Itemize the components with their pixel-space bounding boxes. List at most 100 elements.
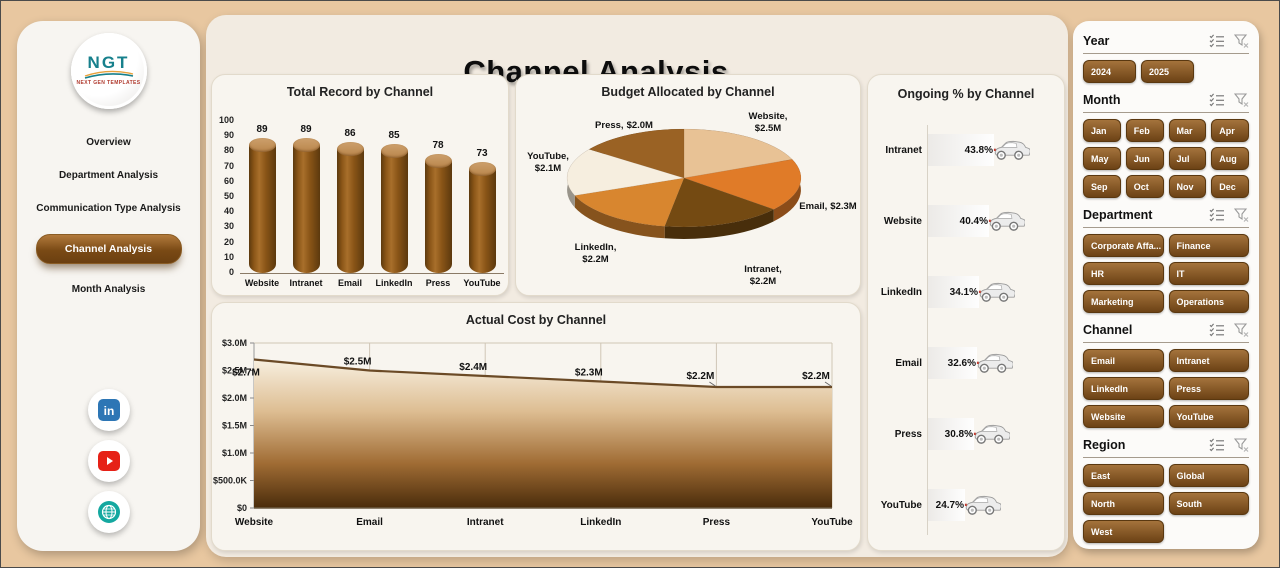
clear-filter-icon[interactable] xyxy=(1234,93,1249,107)
sidebar-item-month-analysis[interactable]: Month Analysis xyxy=(71,284,146,295)
slicer-region-option-east[interactable]: East xyxy=(1083,464,1164,487)
chart-title: Total Record by Channel xyxy=(286,85,434,99)
bar-category-label: Press xyxy=(425,278,451,288)
bar-cylinder xyxy=(292,137,320,273)
y-axis-tick: 10 xyxy=(223,251,234,262)
slicer-divider xyxy=(1083,112,1249,113)
area-y-tick: $2.0M xyxy=(222,393,247,403)
slicer-divider xyxy=(1083,53,1249,54)
ongoing-row-website: Website 40.4% xyxy=(870,204,1025,238)
car-icon xyxy=(973,424,1010,444)
area-category-label: Intranet xyxy=(467,517,504,528)
slicer-month-option-mar[interactable]: Mar xyxy=(1168,119,1207,142)
channel-label: Intranet xyxy=(885,144,922,156)
select-multiple-icon[interactable] xyxy=(1209,323,1225,337)
slicer-options: Corporate Affa... Finance HR IT Marketing Ope… xyxy=(1083,234,1249,313)
slicer-year-option-2024[interactable]: 2024 xyxy=(1083,60,1136,83)
website-button[interactable] xyxy=(87,491,130,533)
sidebar-item-communication-type-analysis[interactable]: Communication Type Analysis xyxy=(36,203,181,214)
chart-title: Budget Allocated by Channel xyxy=(601,85,775,99)
slicer-department-option-corporate-affa[interactable]: Corporate Affa... xyxy=(1083,234,1164,257)
slicer-department-option-operations[interactable]: Operations xyxy=(1168,290,1249,313)
svg-text:in: in xyxy=(103,404,114,418)
bar-category-label: LinkedIn xyxy=(375,278,413,288)
sidebar-item-overview[interactable]: Overview xyxy=(86,137,131,148)
area-value-label: $2.5M xyxy=(344,357,372,368)
slicer-department-option-hr[interactable]: HR xyxy=(1083,262,1164,285)
ongoing-value: 40.4% xyxy=(959,215,988,227)
car-icon xyxy=(964,495,1001,515)
y-axis-tick: 90 xyxy=(223,130,234,141)
slicer-title: Region xyxy=(1083,438,1126,452)
area-fill xyxy=(254,359,832,508)
slicer-month-option-feb[interactable]: Feb xyxy=(1125,119,1164,142)
area-category-label: Press xyxy=(703,517,731,528)
linkedin-button[interactable]: in xyxy=(87,389,130,431)
slicer-header: Department xyxy=(1083,204,1249,226)
slicer-region-option-north[interactable]: North xyxy=(1083,492,1164,515)
slicer-channel-option-website[interactable]: Website xyxy=(1083,405,1164,428)
y-axis-tick: 40 xyxy=(223,206,234,217)
bar-cylinder xyxy=(468,162,496,273)
ongoing-bar: 34.1% xyxy=(928,276,979,308)
slicer-channel-option-intranet[interactable]: Intranet xyxy=(1168,349,1249,372)
pie-label-youtube: YouTube, $2.1M xyxy=(516,151,580,175)
area-category-label: Website xyxy=(235,517,274,528)
slicer-channel-option-email[interactable]: Email xyxy=(1083,349,1164,372)
slicer-department-option-marketing[interactable]: Marketing xyxy=(1083,290,1164,313)
y-axis-tick: 70 xyxy=(223,160,234,171)
slicer-channel-option-press[interactable]: Press xyxy=(1168,377,1249,400)
slicer-region-option-south[interactable]: South xyxy=(1168,492,1249,515)
bar-youtube: 73 xyxy=(460,148,504,273)
slicer-month-option-oct[interactable]: Oct xyxy=(1125,175,1164,198)
pie-slice-email xyxy=(683,159,802,210)
slicer-month-option-sep[interactable]: Sep xyxy=(1083,175,1121,198)
slicer-channel-option-linkedin[interactable]: LinkedIn xyxy=(1083,377,1164,400)
slicer-department-option-it[interactable]: IT xyxy=(1168,262,1249,285)
clear-filter-icon[interactable] xyxy=(1234,438,1249,452)
y-axis-tick: 30 xyxy=(223,221,234,232)
slicer-year-option-2025[interactable]: 2025 xyxy=(1141,60,1194,83)
slicer-month-option-apr[interactable]: Apr xyxy=(1211,119,1249,142)
slicer-region-option-global[interactable]: Global xyxy=(1168,464,1249,487)
slicer-month-option-jun[interactable]: Jun xyxy=(1125,147,1164,170)
select-multiple-icon[interactable] xyxy=(1209,208,1225,222)
bar-linkedin: 85 xyxy=(372,130,416,273)
channel-label: Website xyxy=(883,215,922,227)
slicer-month-option-may[interactable]: May xyxy=(1083,147,1121,170)
bar-value-label: 89 xyxy=(256,123,268,135)
slicer-divider xyxy=(1083,457,1249,458)
sidebar-item-channel-analysis[interactable]: Channel Analysis xyxy=(35,234,182,264)
slicer-month-option-aug[interactable]: Aug xyxy=(1211,147,1249,170)
pie-slice-linkedin xyxy=(574,177,685,227)
slicer-month-option-jul[interactable]: Jul xyxy=(1168,147,1207,170)
clear-filter-icon[interactable] xyxy=(1234,208,1249,222)
slicer-month-option-dec[interactable]: Dec xyxy=(1211,175,1249,198)
slicer-region-option-west[interactable]: West xyxy=(1083,520,1164,543)
bar-value-label: 89 xyxy=(300,123,312,135)
select-multiple-icon[interactable] xyxy=(1209,438,1225,452)
clear-filter-icon[interactable] xyxy=(1234,323,1249,337)
youtube-button[interactable] xyxy=(87,440,130,482)
slicer-month-option-jan[interactable]: Jan xyxy=(1083,119,1121,142)
bar-x-axis: Website Intranet Email LinkedIn Press YouTube xyxy=(240,278,504,288)
pie-label-linkedin: LinkedIn, $2.2M xyxy=(558,242,633,266)
pie-slice-side-email xyxy=(773,159,801,222)
clear-filter-icon[interactable] xyxy=(1234,34,1249,48)
chart-title: Actual Cost by Channel xyxy=(465,313,607,327)
filter-panel: Year 2024 2025 Month Jan Feb Mar Apr May Jun Jul… xyxy=(1073,21,1259,549)
select-multiple-icon[interactable] xyxy=(1209,93,1225,107)
area-value-label: $2.2M xyxy=(687,371,715,382)
ongoing-row-press: Press 30.8% xyxy=(870,417,1010,451)
slicer-department-option-finance[interactable]: Finance xyxy=(1168,234,1249,257)
pie-label-value: $2.5M xyxy=(754,123,782,134)
bar-value-label: 78 xyxy=(432,140,444,152)
slicer-month-option-nov[interactable]: Nov xyxy=(1168,175,1207,198)
channel-label: Press xyxy=(894,428,922,440)
select-multiple-icon[interactable] xyxy=(1209,34,1225,48)
slicer-title: Department xyxy=(1083,208,1153,222)
slicer-region: Region East Global North South West xyxy=(1083,434,1249,543)
ongoing-bar: 40.4% xyxy=(928,205,989,237)
sidebar-item-department-analysis[interactable]: Department Analysis xyxy=(58,170,159,181)
slicer-channel-option-youtube[interactable]: YouTube xyxy=(1168,405,1249,428)
